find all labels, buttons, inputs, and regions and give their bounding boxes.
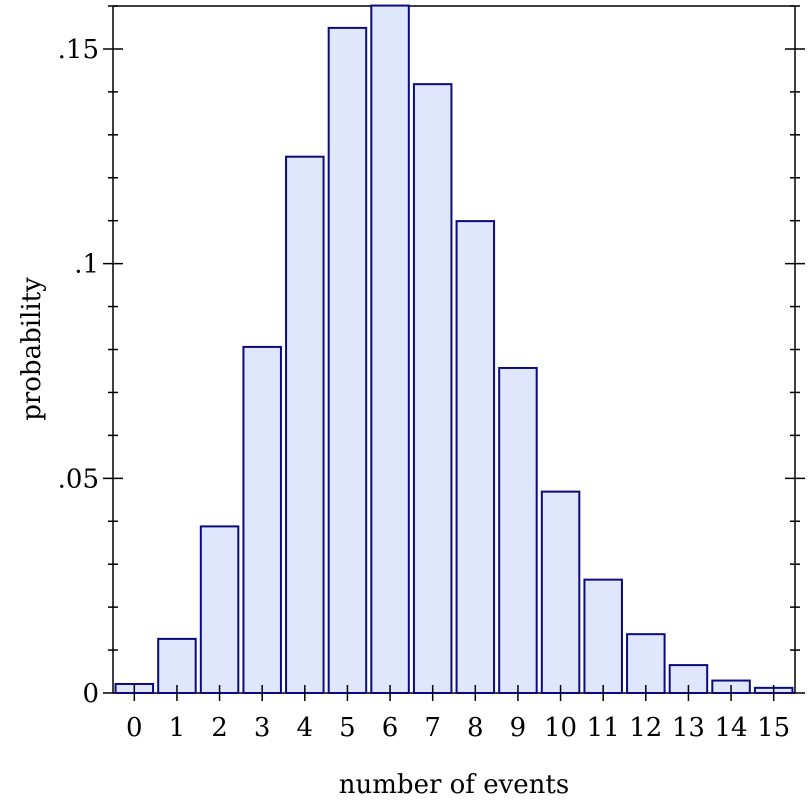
x-tick-label: 6 [382, 713, 399, 743]
bar [285, 155, 325, 694]
x-tick-label: 13 [672, 713, 705, 743]
x-axis-label: number of events [339, 770, 569, 800]
x-tick-label: 7 [424, 713, 441, 743]
bar [583, 578, 623, 695]
x-tick-label: 11 [587, 713, 620, 743]
y-tick-label: .05 [58, 464, 99, 494]
bar [540, 490, 581, 695]
x-tick-label: 15 [757, 713, 790, 743]
x-tick-label: 3 [254, 713, 271, 743]
x-tick-label: 12 [629, 713, 662, 743]
bar [327, 26, 368, 694]
x-tick-label: 10 [544, 713, 577, 743]
x-axis-ticks: 0 1 2 3 4 5 6 7 8 9 10 11 12 13 14 15 [126, 685, 790, 743]
bar [626, 633, 666, 694]
x-tick-label: 2 [211, 713, 228, 743]
bar [199, 525, 240, 695]
x-tick-label: 1 [169, 713, 186, 743]
x-tick-label: 5 [339, 713, 356, 743]
bar [498, 366, 538, 694]
bar [455, 220, 496, 694]
x-tick-label: 14 [715, 713, 748, 743]
x-tick-label: 0 [126, 713, 143, 743]
y-tick-label: 0 [82, 679, 99, 709]
bar [242, 345, 282, 694]
x-tick-label: 9 [510, 713, 527, 743]
bars-group [114, 4, 794, 695]
x-tick-label: 8 [467, 713, 484, 743]
y-axis-label: probability [17, 277, 47, 421]
bar [412, 83, 453, 695]
bar [370, 4, 410, 695]
x-tick-label: 4 [297, 713, 314, 743]
y-tick-label: .15 [58, 35, 99, 65]
y-tick-label: .1 [74, 250, 99, 280]
bar [157, 637, 197, 694]
